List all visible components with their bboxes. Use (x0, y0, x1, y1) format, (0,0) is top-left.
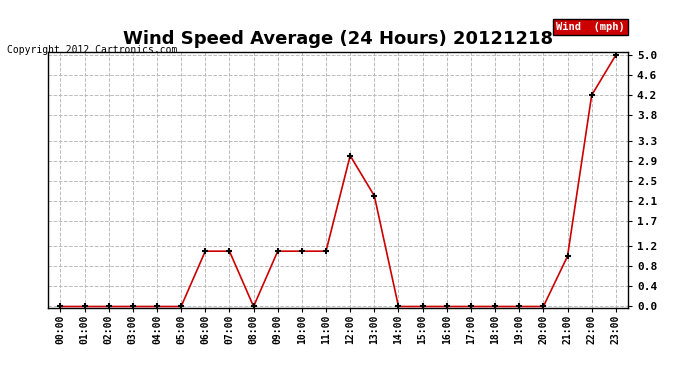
Text: Wind  (mph): Wind (mph) (556, 22, 625, 32)
Title: Wind Speed Average (24 Hours) 20121218: Wind Speed Average (24 Hours) 20121218 (123, 30, 553, 48)
Text: Copyright 2012 Cartronics.com: Copyright 2012 Cartronics.com (7, 45, 177, 55)
